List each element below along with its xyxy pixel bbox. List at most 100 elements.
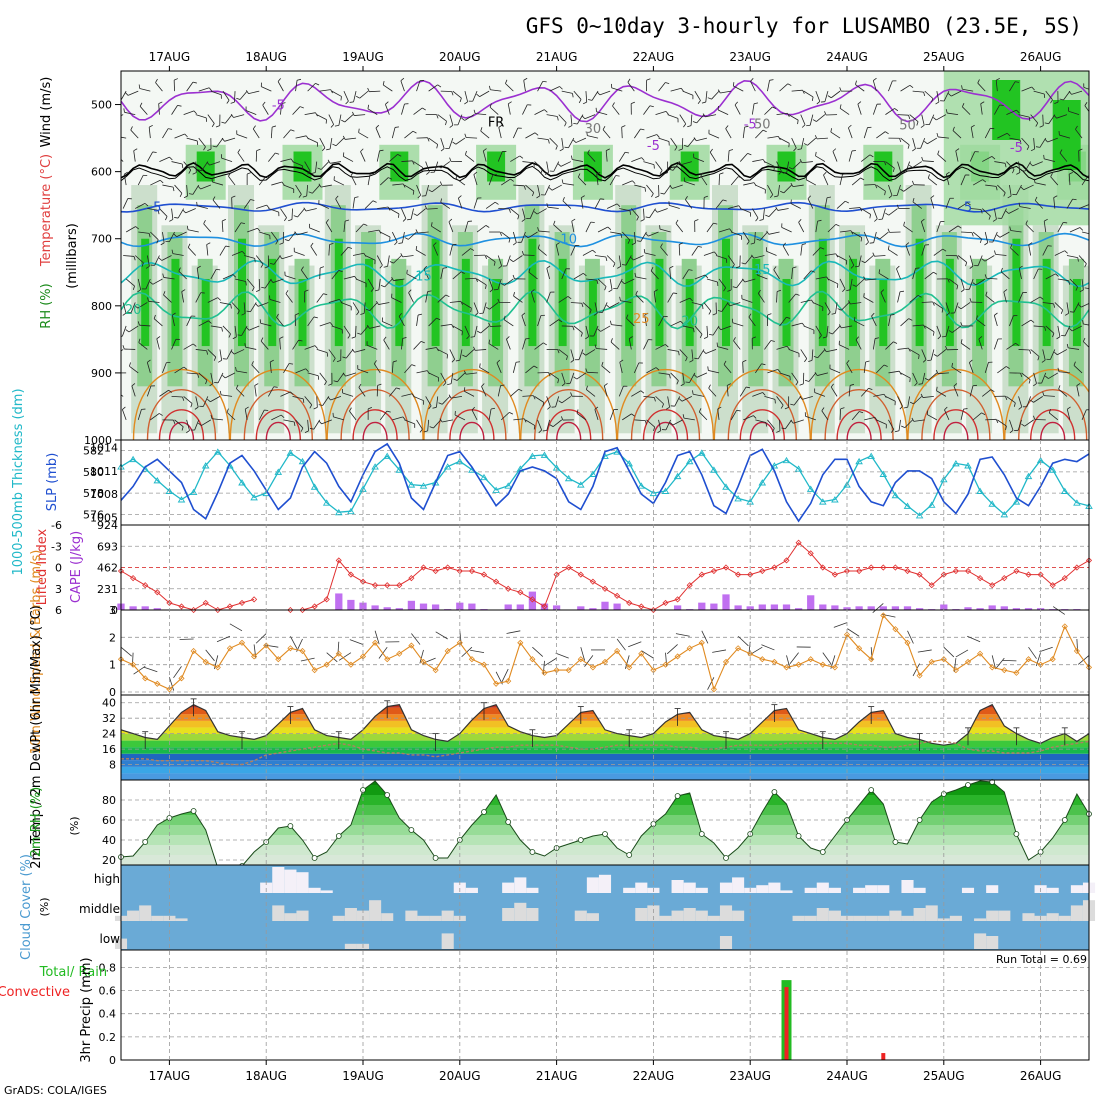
wind-barb-flag — [375, 124, 380, 129]
wind-barb-flag — [336, 360, 341, 363]
contour-label: 50 — [899, 119, 916, 134]
wind10m-point — [952, 667, 959, 674]
surface-temperature-contour — [810, 369, 908, 440]
lifted-index-point — [747, 571, 754, 578]
wind-barb — [285, 293, 293, 303]
wind-barb — [667, 114, 679, 119]
rh2m-tick-label: 20 — [102, 854, 116, 867]
wind-barb-flag — [440, 148, 445, 152]
wind-barb-flag — [181, 426, 184, 431]
wind-barb-flag — [131, 383, 136, 387]
surface-wind-barb — [953, 658, 957, 673]
wind-barb-flag — [484, 254, 487, 259]
wind-barb — [337, 372, 345, 383]
surface-temperature-contour — [265, 421, 291, 440]
cloud-cell — [986, 910, 999, 921]
wind-barb — [528, 231, 538, 239]
wind-barb — [510, 155, 520, 162]
surface-temperature-contour — [630, 389, 701, 440]
cape-bar — [903, 606, 912, 610]
wind-barb-flag — [615, 175, 620, 177]
wind-barb-flag — [631, 242, 636, 246]
wind-barb-flag — [920, 393, 924, 398]
wind-barb — [423, 268, 430, 280]
wind-barb-flag — [512, 274, 515, 279]
cloud-cell — [574, 910, 587, 921]
wind-barb — [1045, 273, 1056, 280]
precip-tick-label: 0.4 — [99, 1008, 117, 1021]
wind-barb — [993, 208, 997, 220]
wind-barb-flag — [479, 363, 481, 368]
temp2m-tick-label: 40 — [102, 697, 116, 710]
wind-barb — [594, 255, 606, 258]
wind-barb — [1010, 230, 1022, 233]
wind-barb — [841, 302, 850, 311]
wind-barb-flag — [212, 145, 217, 148]
wind-barb-flag — [608, 289, 613, 293]
surface-wind-barb — [624, 655, 630, 669]
wind10m-line — [117, 612, 1093, 693]
wind-barb — [788, 114, 799, 121]
wind-barb — [664, 184, 671, 195]
wind-barb — [162, 128, 169, 139]
wind-barb — [851, 411, 860, 421]
wind-barb-flag — [626, 314, 629, 319]
wind10m-point — [577, 656, 584, 663]
wind-barb — [570, 245, 576, 256]
wind-barb-flag — [523, 418, 527, 423]
cape-bar — [891, 606, 900, 610]
surface-wind-barb — [143, 666, 158, 673]
surface-wind-barb — [470, 649, 485, 654]
wind-barb-flag — [436, 317, 441, 321]
wind-barb-flag — [188, 169, 192, 174]
wind-barb — [428, 317, 437, 327]
wind-barb — [231, 302, 240, 311]
wind-barb-flag — [449, 124, 454, 128]
wind-barb — [1066, 409, 1071, 420]
cloud-cell — [586, 877, 599, 893]
contour-label: 30 — [585, 122, 602, 137]
wind-barb-flag — [1075, 125, 1078, 130]
wind-barb — [455, 178, 466, 186]
wind-barb — [767, 184, 774, 195]
wind-barb-flag — [404, 237, 409, 240]
wind-barb — [824, 302, 831, 313]
rh-band — [588, 278, 597, 347]
wind-barb-flag — [855, 336, 859, 340]
wind-barb-flag — [669, 185, 673, 189]
wind-barb-flag — [587, 149, 590, 154]
wind-barb — [162, 362, 167, 374]
wind-barb-flag — [139, 102, 143, 107]
precip-total-label: Total — [39, 965, 70, 980]
wind-barb — [187, 229, 199, 233]
wind-barb — [593, 325, 599, 337]
wind-barb-flag — [604, 383, 608, 387]
wind-barb — [625, 255, 632, 266]
rh-band — [121, 845, 1089, 855]
wind-barb-flag — [315, 82, 320, 86]
rh2m-point — [602, 831, 608, 837]
wind-barb — [292, 396, 304, 400]
wind-barb — [767, 80, 770, 92]
thickness-point — [1073, 499, 1081, 506]
wind-barb-flag — [616, 203, 621, 207]
wind-barb-flag — [849, 383, 855, 386]
wind-barb-flag — [631, 413, 635, 417]
wind-barb-flag — [303, 207, 307, 212]
lifted-index-point — [202, 599, 209, 606]
wind-barb — [247, 227, 258, 233]
wind-barb-flag — [634, 272, 637, 277]
wind-barb — [711, 90, 720, 100]
rh-band — [141, 238, 150, 347]
wind10m-point — [1073, 647, 1080, 655]
wind-barb — [201, 161, 209, 171]
lifted-index-point — [928, 582, 935, 589]
wind-barb — [171, 161, 183, 165]
wind-barb — [382, 321, 393, 327]
cape-bar — [698, 602, 706, 610]
cloud-cell — [260, 882, 273, 893]
wind-barb — [706, 325, 709, 337]
wind-barb — [364, 255, 376, 261]
wind-barb — [596, 111, 608, 115]
wind-barb-flag — [508, 101, 512, 105]
